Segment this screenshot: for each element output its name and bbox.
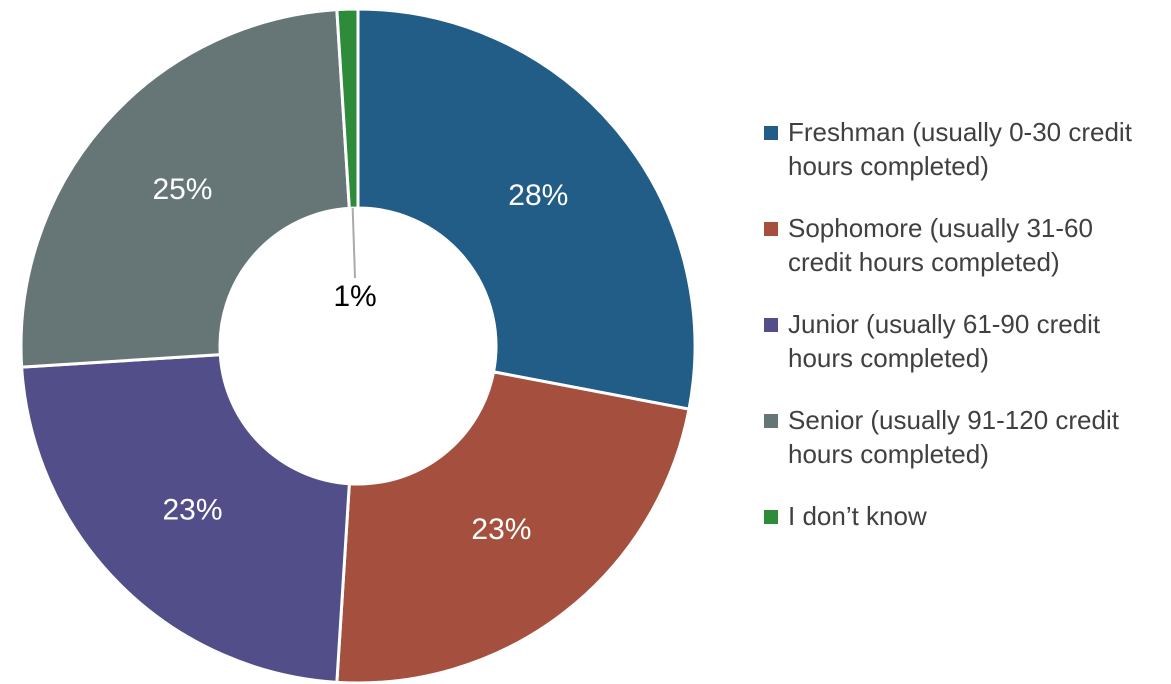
legend-swatch — [764, 510, 778, 524]
data-label: 25% — [152, 173, 212, 206]
legend-label: Senior (usually 91-120 credit hours comp… — [788, 405, 1119, 469]
legend: Freshman (usually 0-30 credit hours comp… — [760, 115, 1160, 561]
legend-swatch — [764, 126, 778, 140]
legend-item: Sophomore (usually 31-60 credit hours co… — [760, 211, 1160, 279]
data-label: 1% — [333, 280, 376, 313]
legend-label: Freshman (usually 0-30 credit hours comp… — [788, 117, 1132, 181]
legend-label: I don’t know — [788, 501, 927, 531]
legend-item: Junior (usually 61-90 credit hours compl… — [760, 307, 1160, 375]
data-label: 28% — [508, 179, 568, 212]
slice — [335, 7, 360, 210]
legend-item: Senior (usually 91-120 credit hours comp… — [760, 403, 1160, 471]
legend-item: Freshman (usually 0-30 credit hours comp… — [760, 115, 1160, 183]
data-label: 23% — [163, 493, 223, 526]
slice — [19, 8, 351, 369]
slice — [20, 353, 351, 684]
legend-swatch — [764, 222, 778, 236]
legend-label: Sophomore (usually 31-60 credit hours co… — [788, 213, 1093, 277]
legend-label: Junior (usually 61-90 credit hours compl… — [788, 309, 1101, 373]
leader-line — [351, 208, 356, 279]
slice — [335, 370, 691, 684]
legend-item: I don’t know — [760, 499, 1160, 533]
data-label: 23% — [471, 513, 531, 546]
slice — [356, 7, 697, 411]
legend-swatch — [764, 414, 778, 428]
legend-swatch — [764, 318, 778, 332]
